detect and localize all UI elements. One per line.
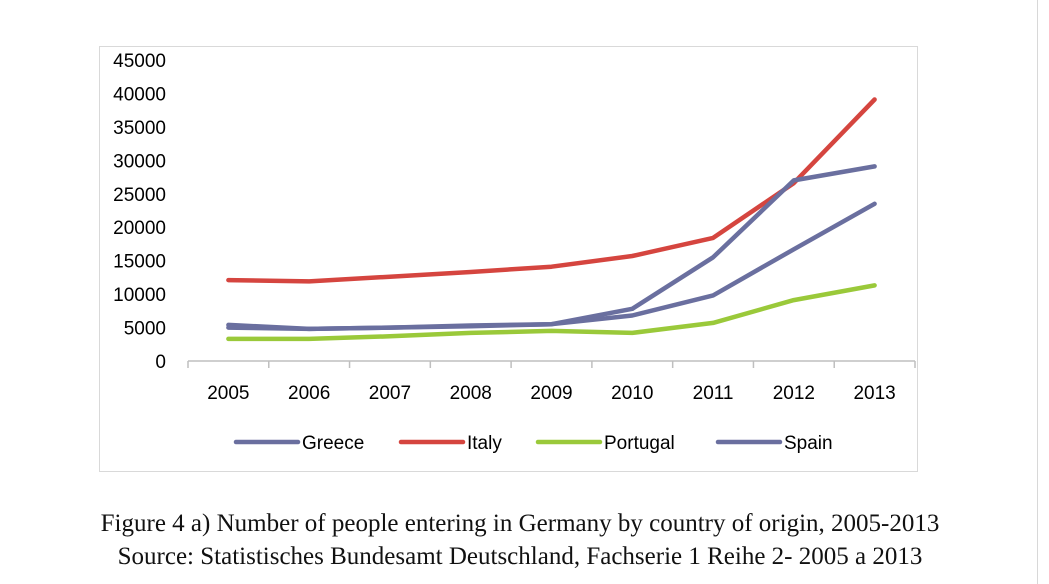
y-tick-label: 45000	[113, 51, 166, 72]
x-tick-label: 2008	[450, 383, 492, 404]
page-edge-line	[1037, 0, 1038, 584]
chart-frame	[99, 46, 918, 472]
x-tick-label: 2011	[693, 383, 734, 404]
x-tick-label: 2009	[530, 383, 572, 404]
y-tick-label: 20000	[113, 218, 166, 239]
source-caption: Source: Statistisches Bundesamt Deutschl…	[117, 543, 923, 570]
figure-caption: Figure 4 a) Number of people entering in…	[100, 510, 940, 537]
y-tick-label: 15000	[113, 252, 166, 273]
y-tick-label: 25000	[113, 185, 166, 206]
series-line-spain	[226, 164, 877, 332]
y-tick-label: 0	[155, 352, 166, 373]
x-tick-label: 2013	[853, 383, 895, 404]
series-layer	[226, 97, 877, 342]
series-line-italy	[226, 97, 877, 284]
y-tick-label: 10000	[113, 285, 166, 306]
legend-label-greece: Greece	[302, 433, 364, 454]
x-tick-label: 2006	[288, 383, 330, 404]
legend-label-spain: Spain	[784, 433, 833, 454]
y-tick-label: 5000	[124, 319, 166, 340]
y-tick-label: 35000	[113, 118, 166, 139]
y-tick-label: 30000	[113, 151, 166, 172]
y-tick-label: 40000	[113, 84, 166, 105]
x-tick-label: 2010	[611, 383, 653, 404]
series-line-portugal	[226, 283, 877, 342]
y-axis: 0 5000 10000 15000 20000 25000 30000 35000 40000…	[113, 51, 166, 373]
legend-label-italy: Italy	[467, 433, 502, 454]
legend: Greece Italy Portugal Spain	[233, 433, 833, 454]
x-tick-label: 2005	[207, 383, 249, 404]
x-axis: 2005 2006 2007 2008 2009 2010 2011 2012 2013	[187, 360, 916, 404]
x-tick-label: 2012	[773, 383, 815, 404]
legend-label-portugal: Portugal	[604, 433, 675, 454]
x-tick-label: 2007	[369, 383, 411, 404]
